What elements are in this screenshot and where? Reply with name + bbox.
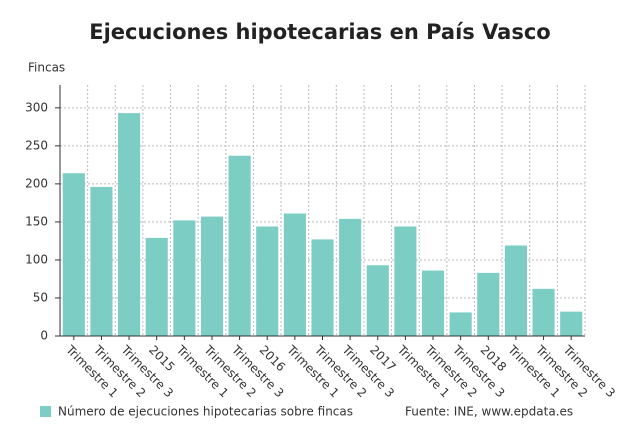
bar xyxy=(90,186,113,336)
bar xyxy=(421,270,445,336)
y-tick-label: 100 xyxy=(25,252,48,266)
source: Fuente: INE, www.epdata.es xyxy=(405,405,573,419)
bar xyxy=(477,272,500,336)
bar xyxy=(256,226,279,336)
chart-title: Ejecuciones hipotecarias en País Vasco xyxy=(89,20,550,44)
bar xyxy=(560,311,583,336)
bar xyxy=(62,173,85,336)
bar xyxy=(145,237,168,336)
y-axis-label: Fincas xyxy=(28,61,65,75)
y-tick-label: 250 xyxy=(25,138,48,152)
y-tick-label: 150 xyxy=(25,214,48,228)
bar xyxy=(228,155,251,336)
bar xyxy=(200,216,224,336)
bar xyxy=(283,213,306,336)
bar xyxy=(366,265,389,336)
bar xyxy=(449,312,472,336)
legend-label: Número de ejecuciones hipotecarias sobre… xyxy=(58,405,353,419)
bar xyxy=(532,288,555,336)
bar xyxy=(504,245,527,336)
legend-swatch xyxy=(40,406,51,417)
bar xyxy=(339,218,362,336)
bar xyxy=(394,226,417,336)
y-tick-label: 300 xyxy=(25,100,48,114)
y-tick-label: 0 xyxy=(40,329,48,343)
bar xyxy=(311,239,334,336)
bar xyxy=(118,113,141,336)
y-tick-label: 50 xyxy=(33,290,48,304)
bar xyxy=(173,220,196,336)
y-tick-label: 200 xyxy=(25,176,48,190)
